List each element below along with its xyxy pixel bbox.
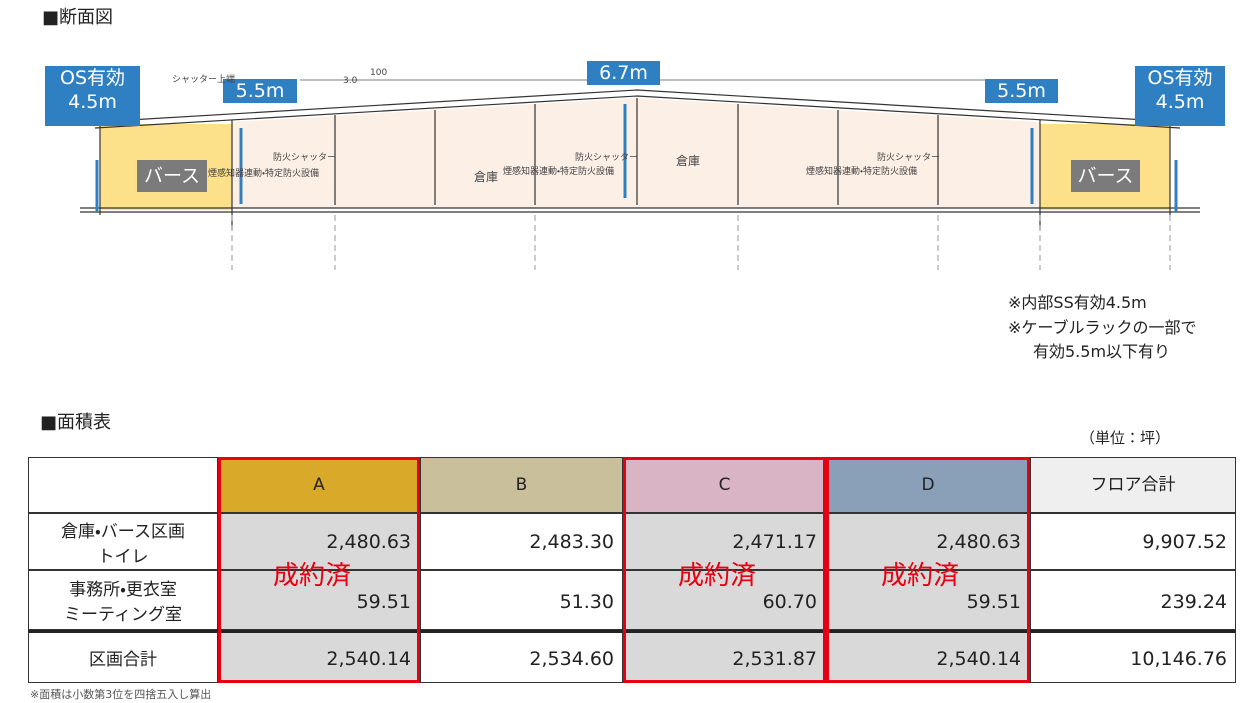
value: 2,480.63 <box>326 531 411 553</box>
sold-stamp: 成約済 <box>678 561 757 591</box>
column-header: フロア合計 <box>1030 457 1236 513</box>
row-label: 倉庫・バース区画 トイレ <box>28 513 218 570</box>
value: 59.51 <box>356 591 411 613</box>
value-cell: 59.51 <box>218 570 420 630</box>
value-cell: 51.30 <box>420 570 623 630</box>
value: 2,483.30 <box>529 531 614 553</box>
value-cell: 2,471.17 <box>623 513 826 570</box>
column-header: A <box>218 457 420 513</box>
value-cell: 59.51 <box>826 570 1030 630</box>
value-cell: 9,907.52 <box>1030 513 1236 570</box>
row-label-line: 区画合計 <box>89 650 157 670</box>
label: OS有効 <box>59 67 126 89</box>
value-cell: 239.24 <box>1030 570 1236 630</box>
value: 10,146.76 <box>1130 648 1227 670</box>
sold-frame <box>623 457 826 683</box>
row-label-line: トイレ <box>97 546 149 567</box>
cad-text: 倉庫 <box>676 154 701 168</box>
value: 2,540.14 <box>936 648 1021 670</box>
note: ※ケーブルラックの一部で <box>1008 318 1197 337</box>
label-box: OS有効 4.5m <box>1135 66 1225 126</box>
value-cell: 10,146.76 <box>1030 630 1236 683</box>
column-header: B <box>420 457 623 513</box>
value: 2,540.14 <box>326 648 411 670</box>
cad-text: 3.0 <box>343 76 358 86</box>
value: 60.70 <box>762 591 817 613</box>
row-label-line: ミーティング室 <box>64 605 182 625</box>
cad-text: 煙感知器連動・特定防火設備 <box>208 169 320 179</box>
grid-axes <box>231 215 1171 270</box>
note: ※内部SS有効4.5m <box>1008 293 1147 312</box>
cad-text: 防火シャッター <box>877 153 941 163</box>
sold-frame <box>826 457 1030 683</box>
value-cell: 2,540.14 <box>218 630 420 683</box>
value: 2,480.63 <box>936 531 1021 553</box>
section-title: ■断面図 <box>42 7 114 28</box>
sold-stamp: 成約済 <box>273 561 352 591</box>
cad-text: 倉庫 <box>474 170 499 184</box>
value-cell: 2,480.63 <box>218 513 420 570</box>
value-cell: 2,483.30 <box>420 513 623 570</box>
unit: （単位：坪） <box>1080 429 1171 447</box>
table-title: ■面積表 <box>40 412 112 433</box>
value: 239.24 <box>1160 591 1227 613</box>
column-header: D <box>826 457 1030 513</box>
label-box: 5.5m <box>223 79 297 103</box>
value-cell: 60.70 <box>623 570 826 630</box>
cad-text: 煙感知器連動・特定防火設備 <box>806 167 918 177</box>
footnote: ※面積は小数第3位を四捨五入し算出 <box>30 688 212 701</box>
value-cell: 2,534.60 <box>420 630 623 683</box>
value: 51.30 <box>559 591 614 613</box>
cad-text: シャッター上端 <box>172 75 236 85</box>
cad-text: 100 <box>370 68 388 78</box>
value: 2,471.17 <box>732 531 817 553</box>
label: OS有効 <box>1147 67 1213 89</box>
label-box: 5.5m <box>985 79 1058 103</box>
cad-text: 防火シャッター <box>273 153 337 163</box>
label: 4.5m <box>1155 91 1205 113</box>
berth-label: バース <box>1071 160 1140 192</box>
sold-stamp: 成約済 <box>881 561 960 591</box>
row-label: 区画合計 <box>28 630 218 683</box>
cad-text: 煙感知器連動・特定防火設備 <box>503 167 615 177</box>
structure <box>80 79 1200 230</box>
value: 59.51 <box>966 591 1021 613</box>
cross-section <box>80 79 1200 270</box>
label: 4.5m <box>68 91 117 113</box>
value-cell: 2,531.87 <box>623 630 826 683</box>
label-box: 6.7m <box>587 61 660 85</box>
value: 2,531.87 <box>732 648 817 670</box>
header-cell <box>28 457 218 513</box>
sold-frame <box>218 457 420 683</box>
height-arrows <box>95 104 1178 212</box>
label-box: OS有効 4.5m <box>45 66 140 126</box>
cad-text: 防火シャッター <box>575 153 639 163</box>
note: 有効5.5m以下有り <box>1033 342 1171 361</box>
row-label: 事務所・更衣室 ミーティング室 <box>28 570 218 630</box>
row-label-line: 事務所・更衣室 <box>69 580 177 600</box>
value: 2,534.60 <box>529 648 614 670</box>
value: 9,907.52 <box>1142 531 1227 553</box>
berth-label: バース <box>137 160 207 192</box>
row-label-line: 倉庫・バース区画 <box>61 521 185 542</box>
